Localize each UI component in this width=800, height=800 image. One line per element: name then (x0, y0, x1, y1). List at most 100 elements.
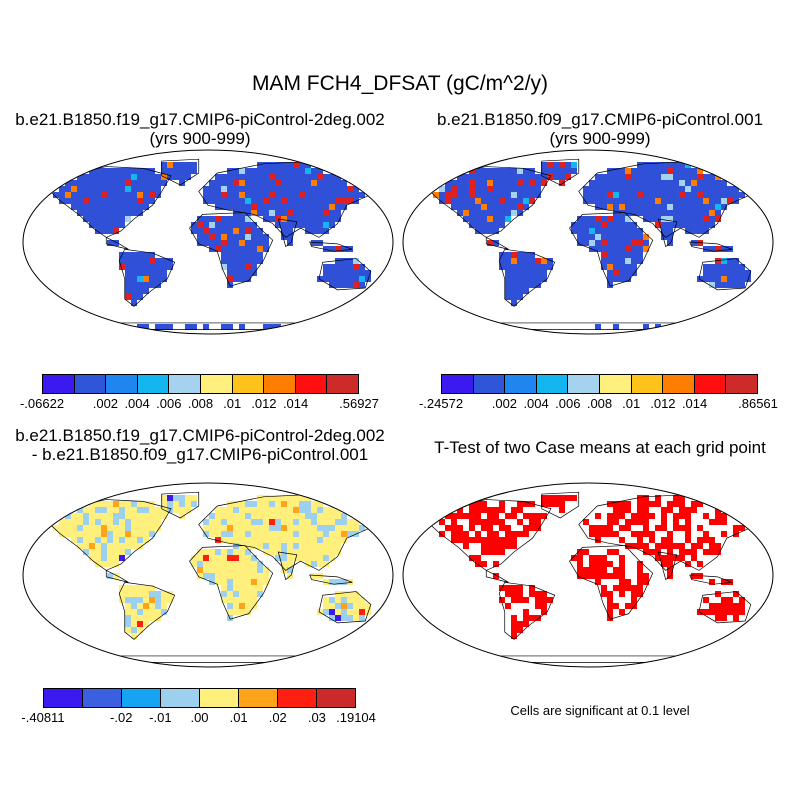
map-grid-cell (311, 186, 317, 192)
map-grid-cell (595, 246, 601, 252)
map-grid-cell (685, 531, 691, 537)
map-grid-cell (625, 579, 631, 585)
map-grid-cell (613, 174, 619, 180)
map-grid-cell (649, 186, 655, 192)
map-grid-cell (487, 537, 493, 543)
map-grid-cell (251, 597, 257, 603)
map-grid-cell (155, 270, 161, 276)
map-grid-cell (305, 549, 311, 555)
map-grid-cell (559, 507, 565, 513)
map-grid-cell (661, 168, 667, 174)
map-grid-cell (89, 222, 95, 228)
map-grid-cell (275, 222, 281, 228)
map-grid-cell (619, 501, 625, 507)
map-grid-cell (245, 603, 251, 609)
map-grid-cell (269, 192, 275, 198)
map-grid-cell (359, 615, 365, 621)
map-grid-cell (269, 180, 275, 186)
map-grid-cell (673, 513, 679, 519)
map-grid-cell (263, 543, 269, 549)
map-grid-cell (317, 228, 323, 234)
colorbar-swatch (137, 375, 170, 393)
map-grid-cell (227, 180, 233, 186)
map-grid-cell (547, 258, 553, 264)
map-grid-cell (275, 174, 281, 180)
map-grid-cell (529, 513, 535, 519)
map-grid-cell (613, 501, 619, 507)
map-grid-cell (505, 192, 511, 198)
map-grid-cell (281, 186, 287, 192)
map-grid-cell (553, 162, 559, 168)
map-grid-cell (191, 162, 197, 168)
map-grid-cell (131, 621, 137, 627)
map-grid-cell (697, 216, 703, 222)
map-grid-cell (269, 537, 275, 543)
map-grid-cell (463, 531, 469, 537)
map-grid-cell (239, 591, 245, 597)
colorbar-swatch (169, 375, 201, 393)
map-grid-cell (619, 180, 625, 186)
map-grid-cell (463, 204, 469, 210)
map-grid-cell (59, 519, 65, 525)
map-grid-cell (347, 246, 353, 252)
map-grid-cell (619, 573, 625, 579)
map-grid-cell (143, 324, 149, 330)
map-grid-cell (505, 525, 511, 531)
map-grid-cell (317, 513, 323, 519)
map-grid-cell (221, 186, 227, 192)
map-grid-cell (257, 501, 263, 507)
map-grid-cell (715, 615, 721, 621)
map-grid-cell (125, 174, 131, 180)
map-grid-cell (131, 300, 137, 306)
map-grid-cell (721, 276, 727, 282)
map-grid-cell (595, 186, 601, 192)
map-grid-cell (487, 216, 493, 222)
colorbar-tick-label: .86561 (738, 396, 778, 411)
colorbar-tick-label: -.01 (149, 710, 172, 725)
map-grid-cell (463, 537, 469, 543)
map-grid-cell (541, 597, 547, 603)
map-grid-cell (487, 180, 493, 186)
map-grid-cell (299, 507, 305, 513)
map-grid-cell (323, 519, 329, 525)
map-grid-cell (95, 216, 101, 222)
map-grid-cell (691, 210, 697, 216)
map-grid-cell (679, 525, 685, 531)
map-grid-cell (559, 180, 565, 186)
map-grid-cell (299, 216, 305, 222)
map-grid-cell (673, 210, 679, 216)
map-grid-cell (89, 192, 95, 198)
colorbar-tick-label: .01 (229, 710, 248, 725)
map-grid-cell (251, 222, 257, 228)
map-grid-cell (607, 609, 613, 615)
map-grid-cell (715, 609, 721, 615)
map-grid-cell (113, 210, 119, 216)
map-grid-cell (619, 234, 625, 240)
map-grid-cell (589, 561, 595, 567)
map-grid-cell (119, 258, 125, 264)
map-grid-cell (643, 543, 649, 549)
map-grid-cell (341, 603, 347, 609)
colorbar-swatch (200, 689, 239, 707)
map-grid-cell (643, 579, 649, 585)
map-grid-cell (245, 210, 251, 216)
map-grid-cell (113, 204, 119, 210)
map-grid-cell (619, 240, 625, 246)
map-grid-cell (529, 591, 535, 597)
map-grid-cell (281, 168, 287, 174)
map-grid-cell (107, 180, 113, 186)
map-grid-cell (559, 174, 565, 180)
map-grid-cell (95, 174, 101, 180)
map-grid-cell (505, 585, 511, 591)
map-grid-cell (475, 513, 481, 519)
map-grid-cell (227, 240, 233, 246)
map-grid-cell (83, 180, 89, 186)
map-grid-cell (137, 621, 143, 627)
map-grid-cell (65, 531, 71, 537)
map-grid-cell (703, 192, 709, 198)
map-grid-cell (631, 210, 637, 216)
map-grid-cell (197, 555, 203, 561)
map-grid-cell (625, 507, 631, 513)
map-grid-cell (469, 210, 475, 216)
map-grid-cell (287, 222, 293, 228)
